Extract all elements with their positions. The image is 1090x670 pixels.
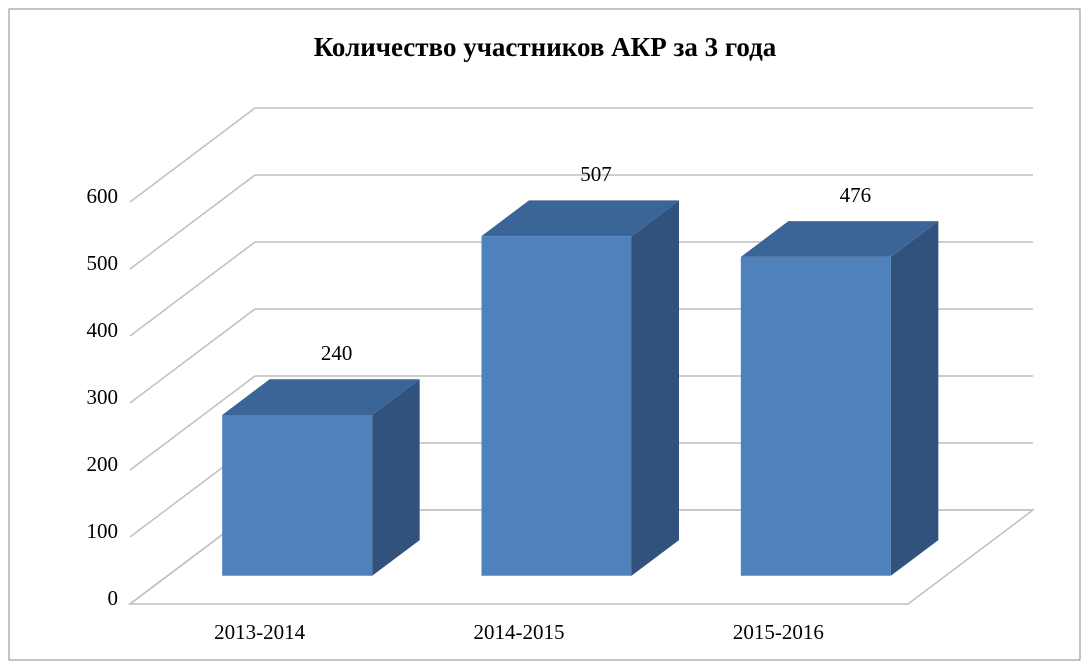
y-tick-label: 0 (108, 586, 119, 610)
grid-line (129, 174, 256, 270)
bar-top (740, 221, 939, 257)
bar-front (222, 415, 373, 576)
bar-side (890, 221, 939, 576)
grid-line (129, 107, 256, 203)
bar-front (481, 236, 632, 576)
bar-top (481, 200, 679, 237)
data-label: 507 (580, 162, 612, 186)
bar-front (740, 256, 891, 576)
y-tick-label: 400 (87, 318, 119, 342)
y-tick-label: 300 (87, 385, 119, 409)
x-tick-label: 2014-2015 (474, 620, 565, 644)
bar (481, 200, 679, 576)
data-label: 240 (321, 341, 353, 365)
grid-line (129, 375, 256, 471)
chart-title: Количество участников АКР за 3 года (314, 32, 777, 62)
grid-line (129, 308, 256, 404)
bar (740, 221, 939, 576)
data-label: 476 (840, 183, 872, 207)
y-tick-label: 200 (87, 452, 119, 476)
bar-top (222, 379, 420, 415)
y-tick-label: 500 (87, 251, 119, 275)
y-tick-label: 100 (87, 519, 119, 543)
grid-line (129, 241, 256, 337)
x-tick-label: 2015-2016 (733, 620, 824, 644)
bar-side (631, 200, 679, 576)
bar-side (372, 379, 420, 576)
x-tick-label: 2013-2014 (214, 620, 305, 644)
y-tick-label: 600 (87, 184, 119, 208)
bar (222, 379, 420, 576)
